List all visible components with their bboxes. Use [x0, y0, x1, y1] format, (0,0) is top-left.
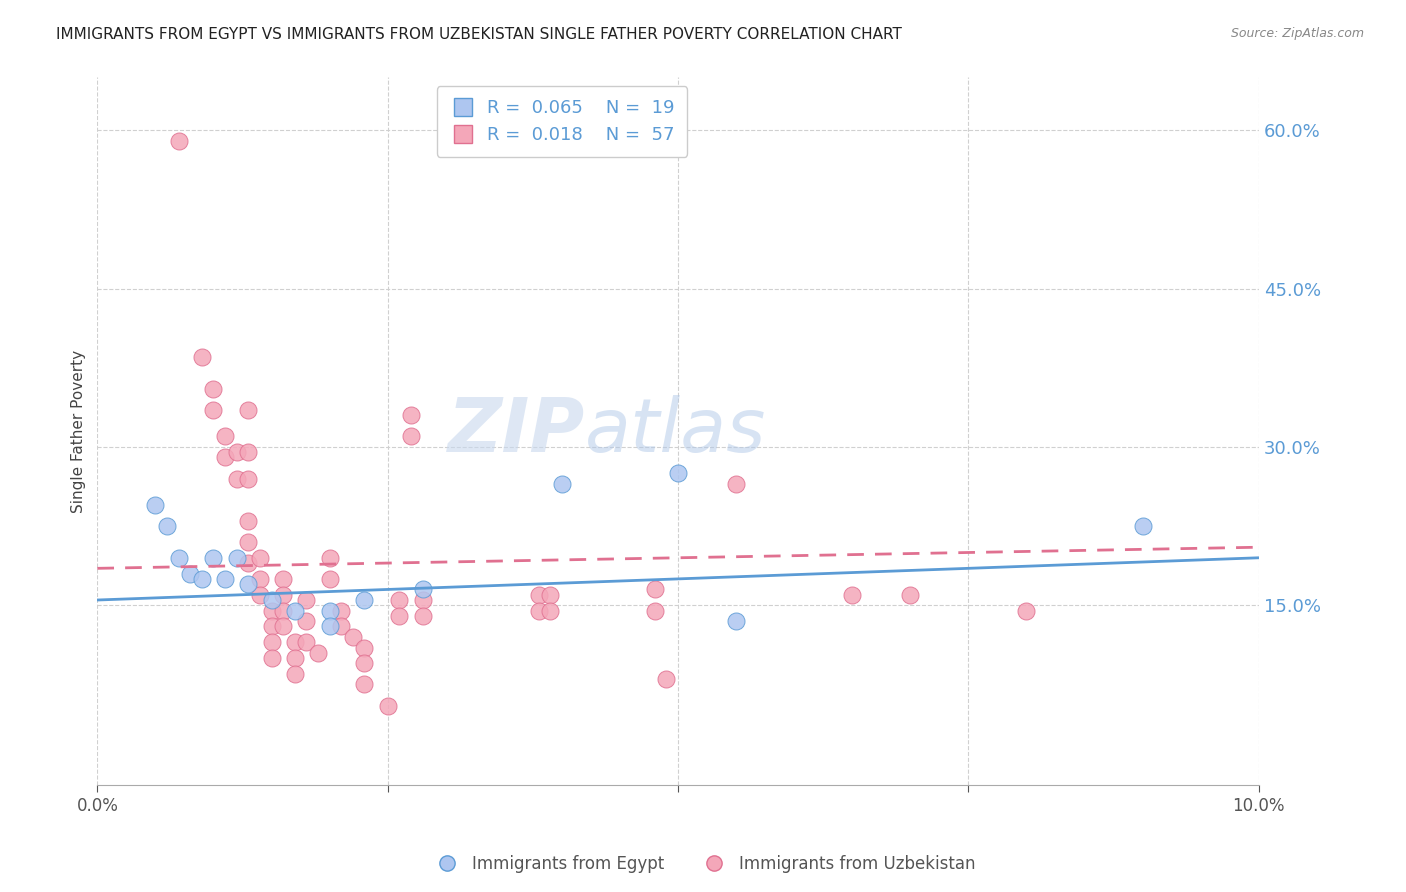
Point	[191, 572, 214, 586]
Point	[167, 134, 190, 148]
Point	[318, 550, 340, 565]
Point	[225, 550, 247, 565]
Point	[225, 472, 247, 486]
Point	[307, 646, 329, 660]
Point	[260, 619, 283, 633]
Point	[238, 403, 260, 417]
Point	[1015, 603, 1038, 617]
Point	[412, 593, 434, 607]
Point	[238, 472, 260, 486]
Point	[284, 667, 307, 681]
Point	[353, 640, 375, 655]
Point	[377, 698, 399, 713]
Point	[260, 635, 283, 649]
Point	[399, 409, 422, 423]
Point	[644, 582, 666, 597]
Point	[271, 603, 294, 617]
Point	[1132, 519, 1154, 533]
Point	[238, 445, 260, 459]
Point	[666, 467, 689, 481]
Point	[249, 550, 271, 565]
Point	[260, 651, 283, 665]
Point	[330, 619, 353, 633]
Point	[179, 566, 201, 581]
Point	[271, 619, 294, 633]
Point	[167, 550, 190, 565]
Point	[388, 608, 411, 623]
Point	[725, 476, 748, 491]
Point	[644, 603, 666, 617]
Point	[238, 556, 260, 570]
Point	[284, 651, 307, 665]
Point	[249, 572, 271, 586]
Point	[538, 588, 561, 602]
Point	[260, 593, 283, 607]
Point	[725, 614, 748, 628]
Point	[145, 498, 167, 512]
Point	[318, 603, 340, 617]
Point	[412, 582, 434, 597]
Text: ZIP: ZIP	[449, 394, 585, 467]
Point	[202, 403, 225, 417]
Point	[202, 550, 225, 565]
Point	[214, 572, 236, 586]
Point	[295, 614, 318, 628]
Point	[284, 635, 307, 649]
Point	[388, 593, 411, 607]
Text: Source: ZipAtlas.com: Source: ZipAtlas.com	[1230, 27, 1364, 40]
Point	[295, 593, 318, 607]
Point	[238, 577, 260, 591]
Point	[655, 672, 678, 686]
Point	[202, 382, 225, 396]
Point	[318, 619, 340, 633]
Point	[330, 603, 353, 617]
Point	[353, 677, 375, 691]
Point	[538, 603, 561, 617]
Point	[527, 588, 550, 602]
Point	[214, 450, 236, 465]
Point	[353, 593, 375, 607]
Point	[841, 588, 863, 602]
Point	[271, 588, 294, 602]
Point	[249, 588, 271, 602]
Point	[238, 535, 260, 549]
Point	[225, 445, 247, 459]
Legend: R =  0.065    N =  19, R =  0.018    N =  57: R = 0.065 N = 19, R = 0.018 N = 57	[436, 87, 688, 157]
Point	[342, 630, 364, 644]
Point	[898, 588, 921, 602]
Point	[399, 429, 422, 443]
Legend: Immigrants from Egypt, Immigrants from Uzbekistan: Immigrants from Egypt, Immigrants from U…	[423, 848, 983, 880]
Point	[260, 603, 283, 617]
Point	[238, 514, 260, 528]
Point	[318, 572, 340, 586]
Point	[271, 572, 294, 586]
Text: IMMIGRANTS FROM EGYPT VS IMMIGRANTS FROM UZBEKISTAN SINGLE FATHER POVERTY CORREL: IMMIGRANTS FROM EGYPT VS IMMIGRANTS FROM…	[56, 27, 903, 42]
Y-axis label: Single Father Poverty: Single Father Poverty	[72, 350, 86, 513]
Point	[214, 429, 236, 443]
Point	[156, 519, 179, 533]
Point	[284, 603, 307, 617]
Text: atlas: atlas	[585, 395, 766, 467]
Point	[353, 657, 375, 671]
Point	[191, 350, 214, 364]
Point	[527, 603, 550, 617]
Point	[295, 635, 318, 649]
Point	[412, 608, 434, 623]
Point	[551, 476, 574, 491]
